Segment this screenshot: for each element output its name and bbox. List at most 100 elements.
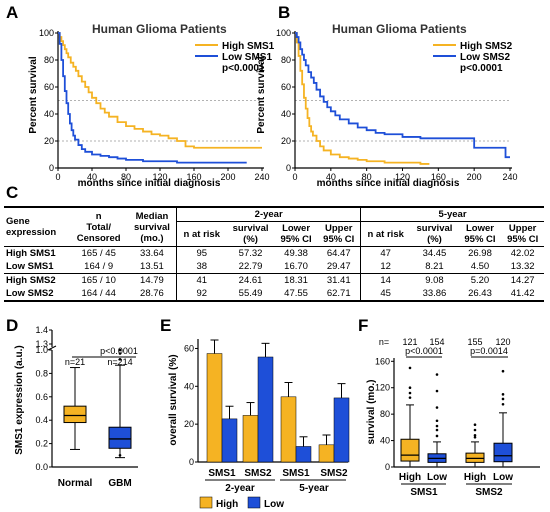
th-median-l1: Median bbox=[135, 210, 169, 222]
panel-e-category-label: SMS1 bbox=[208, 468, 236, 479]
cell-y2-survival: 24.61 bbox=[238, 275, 263, 286]
box-outlier bbox=[408, 391, 412, 395]
panel-f-n-label: 121 bbox=[402, 337, 417, 347]
bar-high bbox=[206, 353, 223, 463]
panel-d-ytick-label: 0.0 bbox=[35, 462, 48, 472]
box-outlier bbox=[118, 348, 122, 352]
bar-high bbox=[242, 415, 259, 463]
cell-y2-upper: 29.47 bbox=[326, 261, 351, 272]
th-n: n Total/Censored bbox=[70, 207, 128, 247]
panel-f-ytick-label: 160 bbox=[375, 356, 390, 366]
cell-y2-lower: 18.31 bbox=[284, 275, 308, 286]
panel-e-category-label: SMS2 bbox=[244, 468, 272, 479]
box-gbm bbox=[108, 426, 132, 449]
panel-b-xtick-label: 40 bbox=[326, 172, 336, 182]
box-outlier bbox=[473, 435, 477, 439]
cell-y2-lower: 49.38 bbox=[284, 248, 308, 259]
th-surv-5-l2: (%) bbox=[427, 234, 442, 245]
cell-y5-lower: 26.98 bbox=[468, 248, 492, 259]
th-surv-5-l1: survival bbox=[416, 223, 453, 234]
table-row: High SMS2 165 / 10 14.79 41 24.61 18.31 … bbox=[4, 273, 544, 287]
cell-y2-survival: 55.49 bbox=[238, 288, 263, 299]
cell-gene: High SMS1 bbox=[6, 248, 56, 259]
panel-f-ylabel: survival (mo.) bbox=[366, 379, 377, 444]
cell-gene: Low SMS1 bbox=[6, 261, 54, 272]
panel-b-ytick-label: 0 bbox=[286, 163, 291, 173]
cell-n: 165 / 45 bbox=[81, 248, 116, 259]
legend-high-sms1: High SMS1 bbox=[222, 41, 275, 52]
panel-d-category-label: GBM bbox=[108, 478, 131, 489]
th-n-l1: n bbox=[95, 210, 102, 222]
box-outlier bbox=[473, 428, 477, 432]
panel-d-axis-break bbox=[47, 345, 57, 351]
legend-high: High bbox=[216, 499, 238, 510]
panel-a-title: Human Glioma Patients bbox=[92, 22, 227, 36]
panel-b-xlabel: months since initial diagnosis bbox=[317, 178, 460, 189]
th-upper-2-l2: 95% CI bbox=[323, 234, 355, 245]
panel-a-pvalue: p<0.0001 bbox=[222, 63, 265, 74]
box-high-sms1 bbox=[400, 438, 420, 462]
panel-f-category-label: High bbox=[399, 472, 421, 483]
cell-gene: High SMS2 bbox=[6, 275, 56, 286]
panel-a-ytick-label: 100 bbox=[39, 28, 54, 38]
panel-b-ytick-label: 40 bbox=[281, 109, 291, 119]
legend-low: Low bbox=[264, 499, 284, 510]
panel-d-ytick-label: 0.4 bbox=[35, 415, 48, 425]
bar-low bbox=[295, 446, 312, 463]
bar-low bbox=[257, 356, 274, 463]
panel-d-ytick-label: 0.6 bbox=[35, 392, 48, 402]
cell-y5-at-risk: 12 bbox=[360, 260, 411, 274]
panel-b-title: Human Glioma Patients bbox=[332, 22, 467, 36]
box-outlier bbox=[408, 366, 412, 370]
panel-e-category-label: SMS2 bbox=[320, 468, 348, 479]
cell-median: 13.51 bbox=[140, 261, 164, 272]
th-upper-2: Upper 95% CI bbox=[317, 221, 361, 247]
th-median-l3: (mo.) bbox=[140, 232, 164, 244]
panel-b-xtick-label: 0 bbox=[292, 172, 297, 182]
th-lower-5-l1: Lower bbox=[465, 223, 494, 234]
th-five-year: 5-year bbox=[360, 207, 544, 222]
box-outlier bbox=[473, 433, 477, 437]
th-upper-2-l1: Upper bbox=[325, 223, 353, 234]
th-lower-5-l2: 95% CI bbox=[464, 234, 496, 245]
panel-f-ytick-label: 120 bbox=[375, 383, 390, 393]
table-header-row: Gene expression n Total/Censored Median sur… bbox=[4, 207, 544, 244]
panel-b-xtick-label: 120 bbox=[395, 172, 410, 182]
cell-y5-upper: 14.27 bbox=[510, 275, 535, 286]
cell-gene: Low SMS2 bbox=[6, 288, 54, 299]
panel-e-ytick-label: 20 bbox=[184, 419, 194, 429]
panel-c-letter: C bbox=[6, 183, 18, 202]
cell-y5-survival: 33.86 bbox=[422, 288, 447, 299]
cell-y2-at-risk: 95 bbox=[176, 246, 227, 260]
panel-d-n-label: n=214 bbox=[107, 357, 132, 367]
panel-a-xlabel: months since initial diagnosis bbox=[78, 178, 221, 189]
box-outlier bbox=[118, 352, 122, 355]
panel-a-letter: A bbox=[6, 3, 18, 22]
th-at-risk-2: n at risk bbox=[176, 221, 227, 247]
bar-low bbox=[333, 397, 350, 463]
panel-b-xtick-label: 240 bbox=[502, 172, 517, 182]
table-row: Low SMS1 164 / 9 13.51 38 22.79 16.70 29… bbox=[4, 260, 544, 274]
cell-y2-lower: 16.70 bbox=[284, 261, 308, 272]
panel-d-letter: D bbox=[6, 316, 18, 335]
panel-d-n-label: n=21 bbox=[65, 357, 85, 367]
th-upper-5-l1: Upper bbox=[508, 223, 537, 234]
panel-e-ytick-label: 60 bbox=[184, 343, 194, 353]
legend-low-sms2: Low SMS2 bbox=[460, 52, 510, 63]
th-upper-5: Upper 95% CI bbox=[501, 221, 544, 247]
cell-n: 164 / 44 bbox=[81, 288, 116, 299]
panel-f-ytick-label: 40 bbox=[380, 436, 390, 446]
panel-d-ylabel: SMS1 expression (a.u.) bbox=[14, 345, 25, 454]
panel-f-group-label: SMS2 bbox=[475, 487, 503, 498]
panel-d-ytick-label: 1.3 bbox=[35, 339, 48, 349]
box-outlier bbox=[501, 397, 505, 401]
box-outlier bbox=[118, 358, 122, 361]
cell-y2-upper: 31.41 bbox=[326, 275, 351, 286]
panel-b-ytick-label: 20 bbox=[281, 136, 291, 146]
panel-a-xtick-label: 40 bbox=[87, 172, 97, 182]
box-outlier bbox=[501, 402, 505, 406]
panel-f-group-label: SMS1 bbox=[410, 487, 438, 498]
box-outlier bbox=[435, 434, 439, 438]
panel-a-ytick-label: 40 bbox=[44, 109, 54, 119]
